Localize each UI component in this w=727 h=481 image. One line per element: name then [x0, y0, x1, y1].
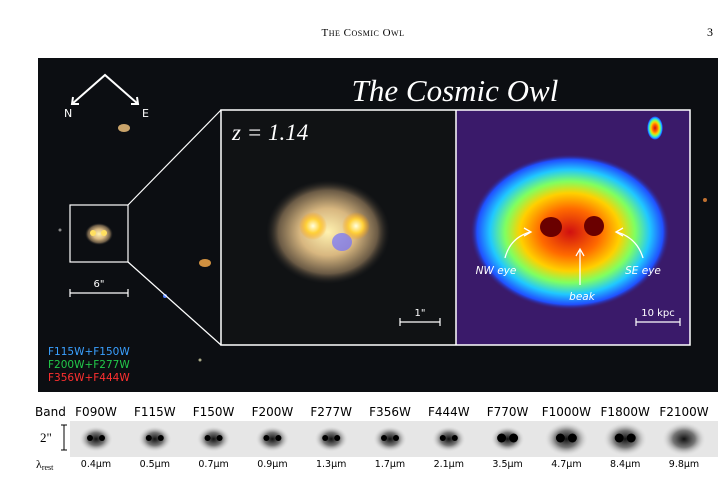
compass-east: E — [142, 107, 149, 120]
band-cutout — [603, 422, 648, 456]
arrows — [504, 227, 644, 285]
band-cutout — [137, 426, 172, 452]
band-eye — [204, 435, 211, 441]
scale-bar — [399, 318, 441, 326]
band-cutout — [314, 426, 349, 452]
redshift: z = 1.14 — [231, 120, 308, 145]
band-eye — [439, 435, 446, 441]
band-eye — [497, 433, 507, 443]
band-eye — [99, 435, 105, 441]
band-cutout — [431, 426, 466, 452]
band-eye — [87, 435, 93, 441]
band-wavelength: 3.5μm — [492, 459, 522, 470]
band-wavelength: 4.7μm — [551, 459, 581, 470]
band-name: F1800W — [601, 405, 650, 419]
feature-label: beak — [569, 291, 596, 303]
feature-label: SE eye — [625, 265, 661, 277]
band-wavelength: 0.4μm — [81, 459, 111, 470]
band-wavelength: 1.7μm — [375, 459, 405, 470]
band-name: F150W — [193, 405, 235, 419]
band-cutout — [661, 422, 707, 456]
filter-label: F115W+F150W — [48, 346, 130, 358]
scale-label: 6" — [94, 279, 105, 290]
band-row-label: Band — [35, 405, 66, 419]
band-wavelength: 9.8μm — [669, 459, 699, 470]
wavelength-symbol: λ — [36, 457, 42, 471]
band-eye — [334, 435, 341, 441]
running-title: The Cosmic Owl — [322, 27, 405, 39]
wavelength-subscript: rest — [42, 463, 54, 472]
scale-bar — [635, 318, 681, 326]
band-name: F356W — [369, 405, 411, 419]
compass — [70, 73, 140, 105]
figure-title: The Cosmic Owl — [352, 73, 559, 108]
band-wavelength: 2.1μm — [434, 459, 464, 470]
band-eye — [555, 433, 565, 443]
band-eye — [451, 435, 458, 441]
band-wavelength: 1.3μm — [316, 459, 346, 470]
band-eye — [275, 435, 282, 441]
band-wavelength: 0.9μm — [257, 459, 287, 470]
size-label: 2" — [40, 430, 52, 445]
band-eye — [263, 435, 270, 441]
feature-label: NW eye — [476, 265, 517, 277]
zoom-box — [69, 204, 129, 263]
compass-north: N — [64, 107, 72, 120]
band-name: F090W — [75, 405, 117, 419]
band-name: F2100W — [659, 405, 708, 419]
band-eye — [509, 433, 519, 443]
band-name: F277W — [310, 405, 352, 419]
scale-label: 1" — [415, 308, 426, 319]
band-eye — [381, 435, 387, 441]
band-cutout — [490, 426, 525, 452]
zoom-frame — [220, 109, 691, 346]
band-eye — [393, 435, 399, 441]
scale-label: 10 kpc — [641, 308, 675, 319]
band-cutout — [79, 426, 113, 452]
intensity-map — [470, 154, 670, 310]
band-eye — [567, 433, 577, 443]
band-eye — [322, 435, 329, 441]
band-wavelength: 0.7μm — [198, 459, 228, 470]
band-name: F200W — [252, 405, 294, 419]
band-cutout — [373, 426, 407, 452]
zoom-line — [127, 261, 222, 346]
band-eye — [626, 433, 636, 443]
size-bar — [61, 424, 67, 451]
band-eye — [145, 435, 152, 441]
scale-bar — [69, 289, 129, 297]
band-wavelength: 8.4μm — [610, 459, 640, 470]
page-number: 3 — [707, 25, 713, 39]
wavelength-label: λrest — [36, 457, 54, 472]
band-eye — [216, 435, 223, 441]
band-name: F115W — [134, 405, 176, 419]
band-cutout — [544, 422, 589, 456]
owl-thumbnail — [85, 223, 113, 245]
band-cutout — [196, 426, 231, 452]
band-eye — [614, 433, 624, 443]
band-name: F444W — [428, 405, 470, 419]
band-name: F1000W — [542, 405, 591, 419]
band-wavelength: 0.5μm — [140, 459, 170, 470]
filter-label: F356W+F444W — [48, 372, 130, 384]
band-name: F770W — [487, 405, 529, 419]
zoom-line — [127, 109, 222, 206]
band-eye — [157, 435, 164, 441]
band-cutout — [255, 426, 290, 452]
filter-label: F200W+F277W — [48, 359, 130, 371]
